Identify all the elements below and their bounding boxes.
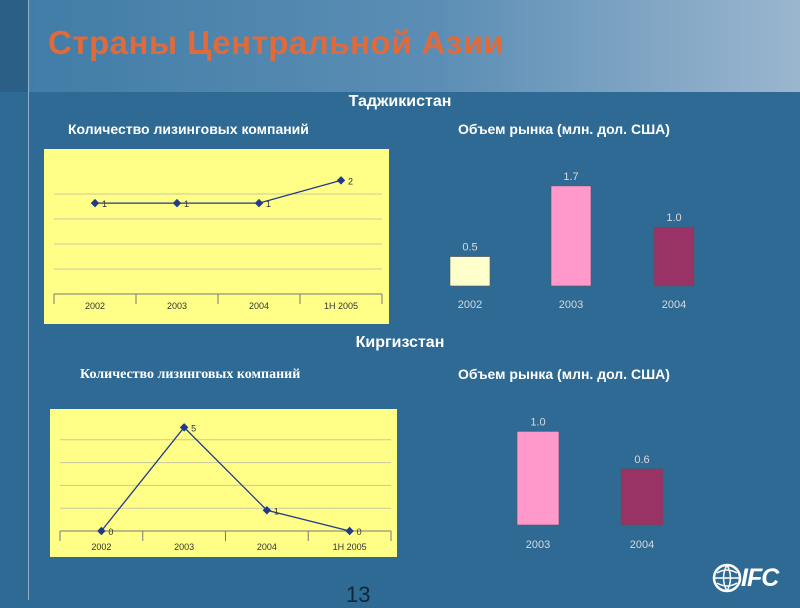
page-number: 13 xyxy=(346,582,371,607)
data-point-marker xyxy=(336,176,346,185)
x-tick-label: 2003 xyxy=(559,299,583,311)
x-tick-label: 2002 xyxy=(85,301,105,311)
bar xyxy=(620,468,664,526)
x-tick-label: 2002 xyxy=(91,542,111,552)
data-point-marker xyxy=(262,506,272,515)
chart-label-market-kyrgyzstan: Объем рынка (млн. дол. США) xyxy=(458,366,670,382)
x-tick-label: 1H 2005 xyxy=(324,301,358,311)
x-tick-label: 2004 xyxy=(630,539,654,551)
bar xyxy=(449,256,491,287)
series-line xyxy=(100,426,350,532)
header-accent-strip xyxy=(0,0,28,92)
bar xyxy=(516,431,560,526)
x-tick-label: 1H 2005 xyxy=(333,542,367,552)
country-heading-tajikistan: Таджикистан xyxy=(348,93,452,110)
data-point-marker xyxy=(345,526,354,536)
data-label: 1 xyxy=(266,199,271,209)
slide-title: Страны Центральной Азии xyxy=(48,24,505,61)
x-tick-label: 2003 xyxy=(167,301,187,311)
data-point-marker xyxy=(254,198,264,208)
bar-chart-kyrgyzstan-market: 1.0 2003 0.6 2004 xyxy=(516,416,664,551)
x-tick-label: 2003 xyxy=(174,542,194,552)
data-label: 2 xyxy=(348,176,353,186)
ifc-logo-icon xyxy=(712,563,742,593)
logo-text: IFC xyxy=(741,564,779,592)
x-tick-label: 2004 xyxy=(257,542,277,552)
x-tick-label: 2004 xyxy=(662,299,686,311)
data-label: 1.0 xyxy=(666,212,681,224)
country-heading-kyrgyzstan: Киргизстан xyxy=(355,334,445,351)
data-label: 5 xyxy=(191,423,196,433)
bar xyxy=(550,185,592,287)
chart-panel-tajikistan-companies: 1 2002 1 2003 1 2004 2 1H 2005 xyxy=(44,149,389,324)
data-label: 0 xyxy=(108,527,113,537)
data-label: 1.7 xyxy=(563,171,578,183)
data-label: 1.0 xyxy=(530,416,545,428)
chart-label-companies-tajikistan: Количество лизинговых компаний xyxy=(68,121,309,137)
data-label: 0.6 xyxy=(634,454,649,466)
bar-chart-tajikistan-market: 0.5 2002 1.7 2003 1.0 2004 xyxy=(449,171,695,311)
data-label: 0.5 xyxy=(462,242,477,254)
data-label: 0 xyxy=(357,527,362,537)
line-chart-kyrgyzstan-companies: 0 2002 5 2003 1 2004 0 1H 2005 xyxy=(59,423,392,552)
x-tick-label: 2003 xyxy=(526,539,550,551)
x-tick-label: 2002 xyxy=(458,299,482,311)
series-line xyxy=(95,179,342,204)
data-label: 1 xyxy=(184,199,189,209)
line-chart-tajikistan-companies: 1 2002 1 2003 1 2004 2 1H 2005 xyxy=(53,176,383,311)
data-point-marker xyxy=(172,198,182,208)
header-band xyxy=(0,0,800,92)
bar xyxy=(653,226,695,287)
data-label: 1 xyxy=(274,506,279,516)
chart-panel-kyrgyzstan-companies: 0 2002 5 2003 1 2004 0 1H 2005 xyxy=(50,409,397,557)
data-label: 1 xyxy=(102,199,107,209)
x-tick-label: 2004 xyxy=(249,301,269,311)
chart-label-market-tajikistan: Объем рынка (млн. дол. США) xyxy=(458,121,670,137)
vertical-divider-line xyxy=(28,0,29,600)
chart-label-companies-kyrgyzstan: Количество лизинговых компаний xyxy=(80,367,301,382)
data-point-marker xyxy=(90,198,100,208)
